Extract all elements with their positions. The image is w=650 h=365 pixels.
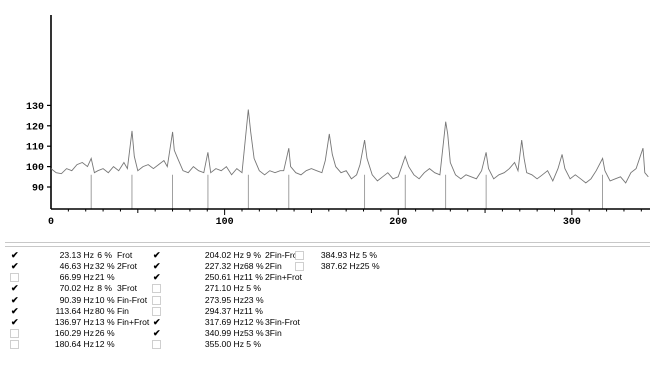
y-axis: 90 100 110 120 130 (26, 15, 52, 209)
peak-percent: 5 % (246, 283, 261, 294)
peak-frequency: 317.69 Hz (204, 316, 244, 327)
peak-frequency: 136.97 Hz (54, 316, 94, 327)
peak-checkbox[interactable]: ✔ (10, 316, 19, 327)
peak-percent: 12 % (95, 339, 115, 350)
peak-checkbox[interactable]: ✔ (10, 294, 19, 305)
peak-label: Fin-Frot (117, 294, 148, 305)
peak-frequency: 355.00 Hz (204, 339, 244, 350)
peak-percent: 10 % (95, 294, 115, 305)
peak-checkbox[interactable]: ✔ (152, 261, 161, 272)
peak-frequency: 23.13 Hz (59, 250, 94, 260)
peak-percent: 5 % (246, 339, 261, 350)
peak-frequency: 387.62 Hz (320, 261, 360, 272)
x-axis: 0 100 200 300 (48, 208, 650, 228)
peak-checkbox[interactable]: ✔ (152, 272, 161, 283)
peak-checkbox[interactable] (152, 340, 161, 350)
peak-label: 2Frot (117, 261, 138, 272)
peak-frequency: 384.93 Hz (320, 250, 360, 260)
peak-frequency: 180.64 Hz (54, 339, 94, 350)
peak-checkbox[interactable]: ✔ (10, 283, 19, 294)
peak-percent: 11 % (244, 272, 263, 283)
peak-label: Fin+Frot (117, 316, 150, 327)
x-tick-label: 300 (563, 217, 581, 228)
peak-label: 2Fin-Frot (265, 250, 300, 260)
panel-divider (5, 246, 650, 247)
peak-percent: 53 % (244, 327, 264, 338)
peak-checkbox[interactable] (295, 251, 304, 260)
panel-divider (5, 242, 650, 244)
peak-percent: 9 % (246, 250, 261, 260)
peak-label: 2Fin+Frot (265, 272, 303, 283)
peak-frequency: 113.64 Hz (55, 305, 94, 316)
peak-frequency: 90.39 Hz (59, 294, 94, 305)
peak-percent: 23 % (244, 294, 264, 305)
y-tick-label: 90 (32, 184, 44, 195)
peak-percent: 80 % (95, 305, 115, 316)
peak-percent: 68 % (244, 261, 264, 272)
peak-label: 3Fin (265, 327, 282, 338)
x-tick-label: 0 (48, 217, 54, 228)
peak-list: ✔ 23.13 Hz 6 % Frot ✔ 46.63 Hz 32 % 2Frot 66.99 … (0, 250, 650, 365)
peak-frequency: 70.02 Hz (59, 283, 94, 294)
peak-label: 3Fin-Frot (265, 316, 300, 327)
peak-frequency: 340.99 Hz (204, 327, 244, 338)
spectrum-trace (50, 109, 649, 184)
peak-percent: 13 % (95, 316, 115, 327)
y-tick-label: 110 (26, 143, 44, 154)
peak-percent: 5 % (362, 250, 377, 260)
peak-checkbox[interactable]: ✔ (152, 250, 161, 260)
peak-checkbox[interactable]: ✔ (152, 327, 161, 338)
spectrum-chart: 90 100 110 120 130 0 100 200 300 (26, 15, 650, 228)
peak-checkbox[interactable] (295, 262, 304, 272)
peak-percent: 8 % (97, 283, 112, 294)
peak-checkbox[interactable]: ✔ (10, 305, 19, 316)
peak-frequency: 46.63 Hz (59, 261, 94, 272)
peak-checkbox[interactable] (152, 295, 161, 305)
peak-frequency: 204.02 Hz (204, 250, 244, 260)
peak-checkbox[interactable] (152, 284, 161, 294)
peak-frequency: 160.29 Hz (54, 327, 94, 338)
peak-checkbox[interactable]: ✔ (10, 261, 19, 272)
peak-frequency: 250.61 Hz (204, 272, 244, 283)
x-tick-label: 200 (389, 217, 407, 228)
peak-percent: 21 % (95, 272, 115, 283)
peak-checkbox[interactable]: ✔ (152, 316, 161, 327)
y-tick-label: 130 (26, 102, 44, 113)
peak-label: Frot (117, 250, 133, 260)
peak-checkbox[interactable] (10, 273, 19, 283)
peak-percent: 25 % (360, 261, 380, 272)
peak-checkbox[interactable] (10, 328, 19, 338)
peak-markers (90, 174, 603, 209)
peak-frequency: 294.37 Hz (204, 305, 244, 316)
peak-percent: 12 % (244, 316, 264, 327)
peak-percent: 26 % (95, 327, 115, 338)
peak-label: Fin (117, 305, 129, 316)
peak-checkbox[interactable] (152, 306, 161, 316)
peak-label: 2Fin (265, 261, 282, 272)
y-tick-label: 120 (26, 122, 44, 133)
y-tick-label: 100 (26, 163, 44, 174)
peak-frequency: 271.10 Hz (204, 283, 244, 294)
x-tick-label: 100 (216, 217, 234, 228)
peak-frequency: 227.32 Hz (204, 261, 244, 272)
peak-percent: 11 % (244, 305, 263, 316)
peak-frequency: 66.99 Hz (59, 272, 94, 283)
peak-frequency: 273.95 Hz (204, 294, 244, 305)
peak-label: 3Frot (117, 283, 138, 294)
peak-percent: 32 % (95, 261, 115, 272)
peak-percent: 6 % (97, 250, 112, 260)
peak-checkbox[interactable] (10, 340, 19, 350)
peak-checkbox[interactable]: ✔ (10, 250, 19, 260)
